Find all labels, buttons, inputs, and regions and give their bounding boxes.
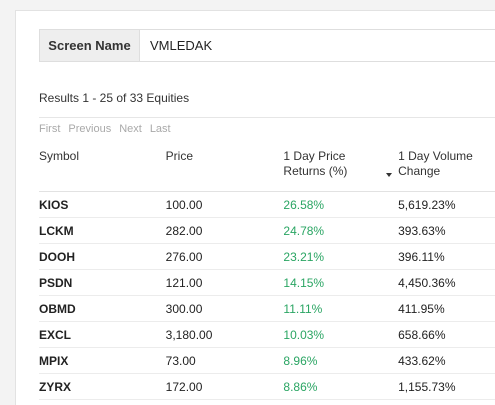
- price-cell: 3,180.00: [165, 321, 284, 348]
- symbol-link[interactable]: MPIX: [39, 347, 166, 374]
- table-row: KIOS 100.00 26.58% 5,619.23%: [39, 191, 495, 218]
- price-cell: 73.00: [165, 347, 284, 374]
- symbol-link[interactable]: ZYRX: [39, 373, 166, 400]
- symbol-link[interactable]: KIOS: [39, 191, 166, 218]
- volume-cell: 1,155.73%: [398, 373, 495, 400]
- price-cell: 121.00: [165, 269, 284, 296]
- return-cell: 26.58%: [283, 191, 399, 218]
- sort-descending-icon: [386, 173, 393, 177]
- table-row: MPIX 73.00 8.96% 433.62%: [39, 347, 495, 374]
- return-cell: 11.11%: [283, 295, 399, 322]
- return-cell: 24.78%: [283, 217, 399, 244]
- symbol-link[interactable]: LCKM: [39, 217, 166, 244]
- volume-header-line1: 1 Day Volume: [398, 149, 473, 163]
- volume-cell: 393.63%: [398, 217, 495, 244]
- price-cell: 282.00: [165, 217, 284, 244]
- volume-cell: 396.11%: [398, 243, 495, 270]
- pager-last-link[interactable]: Last: [149, 123, 171, 135]
- pager-next-link[interactable]: Next: [119, 123, 142, 135]
- symbol-link[interactable]: EXCL: [39, 321, 166, 348]
- return-cell: 23.21%: [283, 243, 399, 270]
- column-header-volume[interactable]: 1 Day Volume Change: [398, 149, 495, 192]
- symbol-link[interactable]: PSDN: [39, 269, 166, 296]
- return-cell: 10.03%: [283, 321, 399, 348]
- price-cell: 172.00: [165, 373, 284, 400]
- volume-cell: 658.66%: [398, 321, 495, 348]
- results-table: Symbol Price 1 Day Price Returns (%) 1 D…: [39, 149, 495, 400]
- price-cell: 300.00: [165, 295, 284, 322]
- column-header-return[interactable]: 1 Day Price Returns (%): [283, 149, 399, 192]
- column-header-price[interactable]: Price: [165, 149, 284, 192]
- volume-cell: 433.62%: [398, 347, 495, 374]
- symbol-link[interactable]: OBMD: [39, 295, 166, 322]
- pager-first-link[interactable]: First: [39, 123, 61, 135]
- volume-cell: 5,619.23%: [398, 191, 495, 218]
- pager-previous-link[interactable]: Previous: [68, 123, 112, 135]
- screen-name-label: Screen Name: [40, 30, 140, 61]
- return-cell: 14.15%: [283, 269, 399, 296]
- volume-cell: 4,450.36%: [398, 269, 495, 296]
- table-row: EXCL 3,180.00 10.03% 658.66%: [39, 321, 495, 348]
- table-header-row: Symbol Price 1 Day Price Returns (%) 1 D…: [39, 149, 495, 192]
- return-header-line2: Returns (%): [283, 164, 348, 178]
- price-cell: 100.00: [165, 191, 284, 218]
- table-row: DOOH 276.00 23.21% 396.11%: [39, 243, 495, 270]
- screen-name-row: Screen Name VMLEDAK: [39, 29, 495, 62]
- price-cell: 276.00: [165, 243, 284, 270]
- return-cell: 8.86%: [283, 373, 399, 400]
- results-count: Results 1 - 25 of 33 Equities: [39, 91, 190, 105]
- return-header-line1: 1 Day Price: [283, 149, 346, 163]
- symbol-link[interactable]: DOOH: [39, 243, 166, 270]
- pagination: First Previous Next Last: [39, 123, 171, 135]
- table-row: OBMD 300.00 11.11% 411.95%: [39, 295, 495, 322]
- return-cell: 8.96%: [283, 347, 399, 374]
- divider: [39, 117, 495, 118]
- screener-panel: Screen Name VMLEDAK Results 1 - 25 of 33…: [15, 10, 495, 405]
- table-row: PSDN 121.00 14.15% 4,450.36%: [39, 269, 495, 296]
- column-header-symbol[interactable]: Symbol: [39, 149, 166, 192]
- volume-cell: 411.95%: [398, 295, 495, 322]
- screen-name-value: VMLEDAK: [150, 38, 213, 53]
- volume-header-line2: Change: [398, 164, 441, 178]
- table-row: LCKM 282.00 24.78% 393.63%: [39, 217, 495, 244]
- table-row: ZYRX 172.00 8.86% 1,155.73%: [39, 373, 495, 400]
